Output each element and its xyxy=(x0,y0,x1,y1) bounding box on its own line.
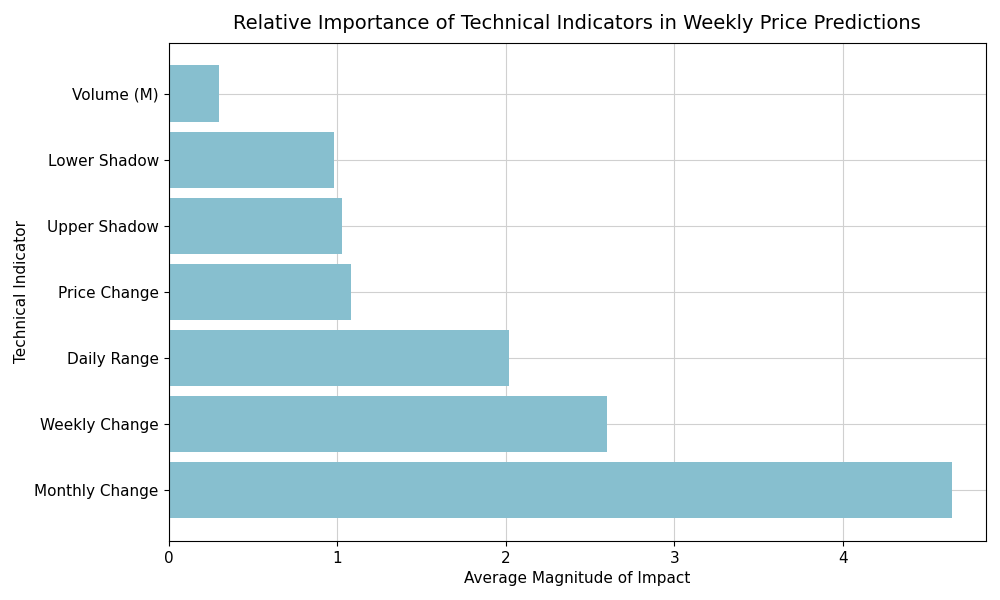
X-axis label: Average Magnitude of Impact: Average Magnitude of Impact xyxy=(464,571,691,586)
Title: Relative Importance of Technical Indicators in Weekly Price Predictions: Relative Importance of Technical Indicat… xyxy=(233,14,921,33)
Bar xyxy=(169,330,509,386)
Bar xyxy=(169,197,342,254)
Bar xyxy=(169,462,952,518)
Y-axis label: Technical Indicator: Technical Indicator xyxy=(14,220,29,364)
Bar xyxy=(169,131,334,188)
Bar xyxy=(169,396,607,452)
Bar xyxy=(169,264,351,320)
Bar xyxy=(169,65,219,122)
